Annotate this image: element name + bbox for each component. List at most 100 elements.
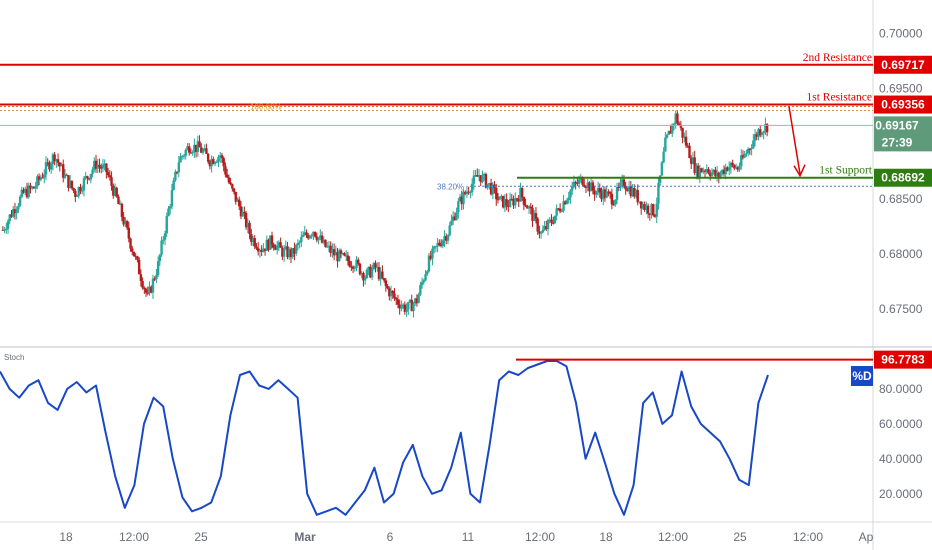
- candle-body: [160, 240, 163, 255]
- candle-body: [567, 197, 570, 201]
- candle-body: [741, 155, 745, 158]
- candle-body: [305, 232, 308, 236]
- candle-body: [94, 160, 98, 169]
- candle-body: [20, 189, 24, 197]
- candle-body: [189, 152, 193, 154]
- candle-body: [125, 221, 129, 228]
- candle-body: [388, 288, 391, 297]
- candle-body: [110, 177, 113, 186]
- candle-body: [631, 188, 634, 197]
- time-axis-tick-label: 12:00: [793, 530, 823, 544]
- candle-body: [141, 280, 144, 288]
- candle-body: [629, 186, 633, 197]
- candle-body: [762, 131, 765, 134]
- candle-body: [238, 199, 241, 207]
- candle-body: [355, 259, 358, 268]
- candle-body: [131, 248, 134, 252]
- candle-body: [443, 236, 446, 241]
- candle-body: [479, 175, 482, 183]
- candle-body: [234, 191, 237, 202]
- candle-body: [41, 177, 44, 179]
- candle-body: [667, 130, 670, 135]
- candle-body: [467, 191, 470, 193]
- candle-body: [12, 209, 15, 217]
- candle-body: [707, 169, 710, 174]
- candle-body: [60, 164, 63, 167]
- candle-body: [255, 246, 258, 249]
- candle-body: [155, 275, 158, 280]
- candle-body: [275, 245, 279, 250]
- candle-body: [553, 215, 557, 224]
- 1st-support-label: 1st Support: [819, 165, 873, 177]
- candle-body: [8, 214, 11, 222]
- candle-body: [653, 215, 657, 217]
- candle-body: [759, 129, 762, 136]
- candle-body: [39, 177, 43, 180]
- time-axis-tick-label: Mar: [294, 530, 316, 544]
- candle-body: [740, 155, 743, 167]
- candle-body: [477, 175, 481, 177]
- candle-body: [700, 168, 703, 173]
- candle-body: [56, 159, 60, 163]
- candle-body: [65, 174, 68, 176]
- candle-body: [684, 136, 688, 146]
- stoch-level-tag: [874, 350, 932, 369]
- candle-body: [82, 178, 86, 191]
- candle-body: [24, 188, 27, 193]
- candle-body: [621, 179, 624, 183]
- time-axis-tick-label: 6: [387, 530, 394, 544]
- candle-body: [256, 248, 260, 252]
- candle-body: [260, 250, 263, 252]
- candle-body: [686, 145, 689, 147]
- price-axis-tick-label: 0.69500: [879, 82, 923, 96]
- candle-body: [569, 190, 572, 198]
- candle-body: [196, 141, 200, 152]
- candle-body: [462, 191, 465, 205]
- candle-body: [336, 252, 339, 262]
- candle-body: [44, 162, 48, 175]
- candle-body: [313, 231, 317, 237]
- candle-body: [755, 134, 758, 137]
- candle-body: [270, 235, 274, 245]
- candle-body: [413, 298, 417, 304]
- candle-body: [491, 184, 495, 195]
- candle-body: [100, 166, 103, 169]
- candle-body: [431, 248, 434, 259]
- candle-body: [441, 240, 444, 247]
- candle-body: [403, 304, 407, 313]
- time-axis-tick-label: 18: [59, 530, 73, 544]
- candle-body: [588, 182, 591, 192]
- candle-body: [641, 204, 645, 209]
- candle-body: [286, 246, 289, 258]
- candle-body: [129, 238, 132, 249]
- candle-body: [733, 165, 736, 169]
- candle-body: [517, 198, 520, 202]
- candle-body: [398, 304, 401, 309]
- candle-body: [374, 263, 377, 268]
- candle-body: [37, 176, 41, 180]
- candle-body: [72, 187, 75, 191]
- candle-body: [379, 271, 382, 280]
- candle-body: [555, 208, 558, 216]
- candle-body: [638, 201, 641, 203]
- candle-body: [633, 188, 636, 197]
- candle-body: [717, 172, 721, 177]
- candle-body: [206, 153, 210, 162]
- candle-body: [703, 170, 707, 172]
- 1st-support-price-tag: [874, 168, 932, 187]
- candle-body: [526, 206, 529, 209]
- candle-body: [446, 235, 450, 241]
- candle-body: [136, 256, 139, 260]
- candle-body: [396, 299, 400, 305]
- candle-body: [484, 174, 488, 188]
- candle-body: [382, 278, 386, 281]
- candle-body: [344, 255, 348, 257]
- candle-body: [338, 250, 341, 262]
- candle-body: [134, 256, 137, 258]
- candle-body: [229, 182, 232, 185]
- candle-body: [112, 185, 115, 196]
- candle-body: [96, 164, 99, 169]
- price-axis-tick-label: 0.68500: [879, 192, 923, 206]
- candle-body: [172, 180, 175, 191]
